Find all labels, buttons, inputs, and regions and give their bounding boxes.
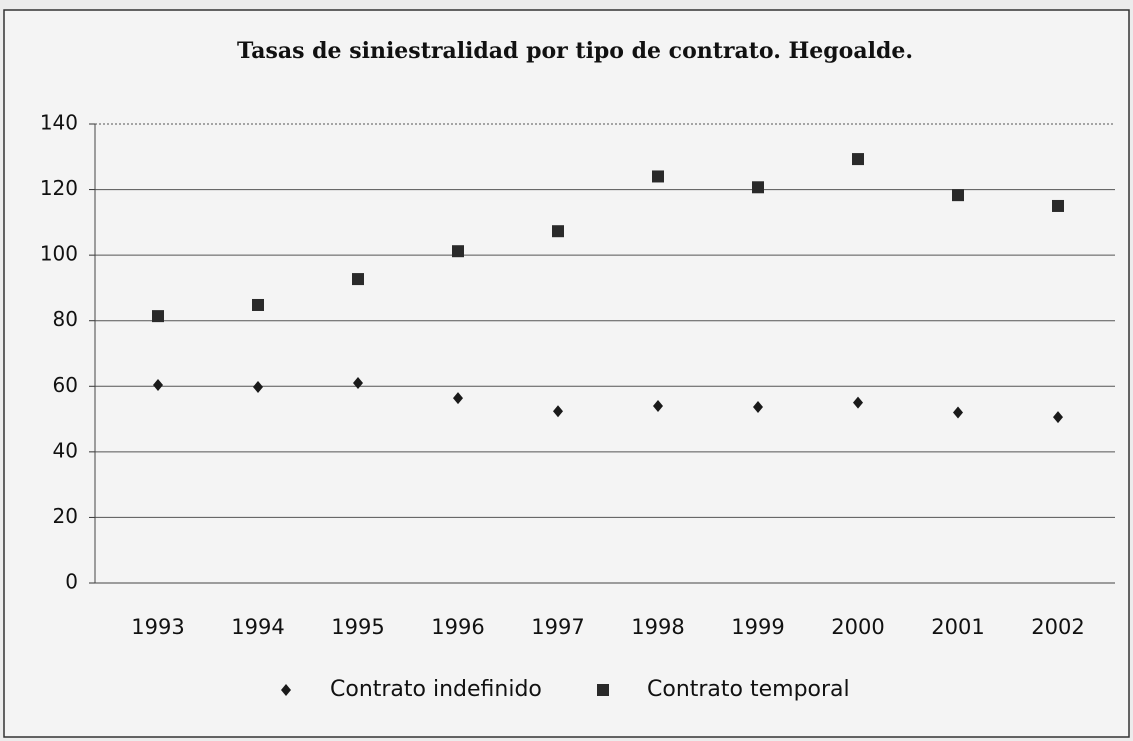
point: [552, 225, 564, 238]
point: [653, 399, 663, 412]
point: [252, 298, 264, 311]
y-tick-label: 20: [53, 504, 78, 528]
x-tick-label: 2002: [1031, 615, 1084, 639]
point: [453, 392, 463, 405]
x-tick-label: 1997: [531, 615, 584, 639]
y-tick-label: 60: [53, 373, 78, 397]
legend-marker: [281, 684, 291, 696]
chart-title: Tasas de siniestralidad por tipo de cont…: [237, 38, 913, 64]
x-tick-label: 2000: [831, 615, 884, 639]
y-tick-label: 40: [53, 438, 78, 462]
point: [853, 396, 863, 409]
x-tick-label: 1996: [431, 615, 484, 639]
y-tick-label: 80: [53, 307, 78, 331]
x-tick-label: 1999: [731, 615, 784, 639]
point: [1053, 411, 1063, 424]
point: [652, 170, 664, 183]
legend-label: Contrato indefinido: [330, 677, 542, 702]
y-tick-label: 120: [40, 176, 78, 200]
y-tick-label: 140: [40, 111, 78, 135]
point: [752, 181, 764, 194]
point: [353, 377, 363, 390]
x-tick-label: 1998: [631, 615, 684, 639]
point: [352, 273, 364, 286]
point: [452, 245, 464, 258]
legend-label: Contrato temporal: [647, 677, 850, 702]
point: [1052, 199, 1064, 212]
point: [553, 405, 563, 418]
x-tick-label: 1993: [131, 615, 184, 639]
y-tick-label: 100: [40, 242, 78, 266]
x-tick-label: 1994: [231, 615, 284, 639]
point: [852, 153, 864, 166]
point: [152, 310, 164, 323]
point: [953, 406, 963, 419]
point: [753, 400, 763, 413]
x-tick-label: 2001: [931, 615, 984, 639]
chart-frame: [3, 9, 1130, 738]
point: [952, 189, 964, 202]
y-tick-label: 0: [65, 570, 78, 594]
point: [253, 380, 263, 393]
x-tick-label: 1995: [331, 615, 384, 639]
point: [153, 378, 163, 391]
legend-marker: [597, 684, 609, 696]
